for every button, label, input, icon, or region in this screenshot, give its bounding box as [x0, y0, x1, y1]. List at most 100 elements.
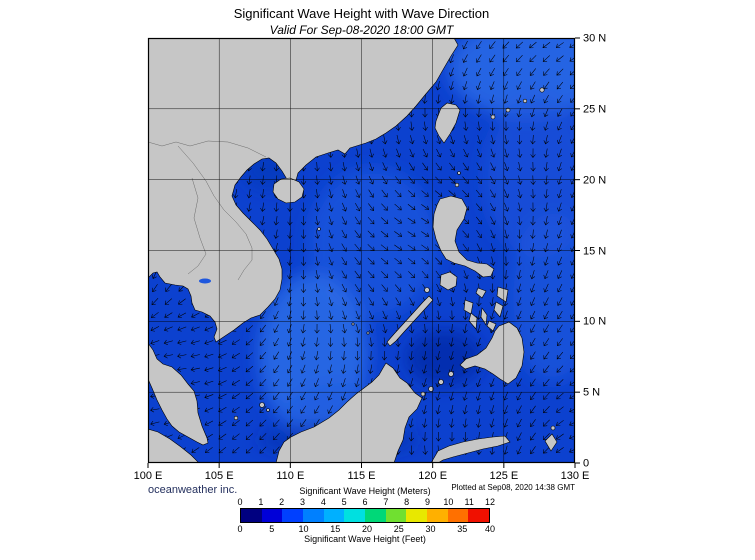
- wave-arrow: [328, 310, 334, 320]
- wave-arrow: [557, 189, 563, 199]
- meters-tick-label: 3: [299, 497, 306, 507]
- legend-meters-title: Significant Wave Height (Meters): [299, 486, 431, 496]
- wave-arrow: [382, 148, 388, 158]
- wave-arrow: [394, 257, 402, 265]
- wave-arrow: [286, 337, 292, 347]
- wave-arrow: [476, 162, 483, 171]
- wave-arrow: [530, 148, 536, 158]
- wave-arrow: [422, 431, 428, 442]
- wave-arrow: [217, 353, 227, 359]
- wave-arrow: [342, 189, 347, 199]
- wave-arrow: [259, 351, 267, 360]
- wave-arrow: [542, 55, 551, 62]
- wave-arrow: [569, 420, 575, 427]
- wave-arrow: [165, 284, 172, 292]
- lake-tonle-sap: [199, 278, 211, 284]
- wave-arrow: [556, 365, 564, 373]
- wave-arrow: [273, 446, 280, 454]
- wave-arrow: [314, 283, 320, 293]
- wave-arrow: [421, 257, 429, 265]
- wave-arrow: [516, 94, 522, 104]
- wave-arrow: [341, 216, 348, 225]
- wave-arrow: [422, 94, 428, 104]
- wave-arrow: [150, 407, 160, 413]
- wave-arrow: [422, 378, 428, 388]
- land-masbate: [475, 287, 487, 299]
- wave-arrow: [341, 162, 347, 172]
- legend-feet-title: Significant Wave Height (Feet): [304, 534, 426, 544]
- wave-arrow: [314, 364, 320, 374]
- wave-arrow: [543, 189, 549, 199]
- wave-arrow: [313, 405, 320, 414]
- wave-arrow: [504, 162, 509, 172]
- land-samar: [496, 286, 509, 303]
- wave-arrow: [543, 175, 549, 185]
- wave-arrow: [476, 391, 482, 401]
- feet-tick-label: 5: [269, 524, 275, 534]
- wave-arrow: [462, 94, 468, 104]
- wave-arrow: [557, 162, 563, 172]
- meters-tick-label: 2: [279, 497, 285, 507]
- land-hainan: [272, 177, 305, 204]
- wave-arrow: [150, 420, 160, 426]
- wave-arrow: [516, 391, 522, 401]
- wave-arrow: [314, 310, 320, 320]
- wave-arrow: [462, 54, 468, 63]
- meters-tick-label: 0: [237, 497, 243, 507]
- wave-arrow: [422, 351, 428, 361]
- wave-arrow: [569, 447, 575, 454]
- wave-arrow: [178, 298, 186, 305]
- wave-arrow: [394, 217, 402, 224]
- wave-arrow: [232, 420, 240, 427]
- wave-arrow: [422, 445, 428, 455]
- lat-label: 25 N: [583, 103, 607, 116]
- wave-arrow: [476, 230, 483, 239]
- wave-arrow: [300, 378, 306, 387]
- feet-tick-label: 40: [484, 524, 496, 534]
- lat-label: 10 N: [583, 315, 607, 328]
- wave-arrow: [516, 81, 522, 90]
- wave-arrow: [449, 405, 455, 415]
- wave-arrow: [381, 271, 389, 278]
- wave-arrow: [422, 418, 428, 428]
- wave-arrow: [367, 230, 375, 238]
- wave-arrow: [449, 94, 455, 104]
- wave-arrow: [476, 176, 483, 184]
- wave-arrow: [341, 256, 348, 266]
- wave-arrow: [354, 378, 360, 388]
- colorbar-segment: [282, 509, 304, 522]
- wave-arrow: [245, 433, 254, 440]
- wave-arrow: [462, 391, 468, 401]
- wave-arrow: [543, 419, 550, 427]
- wave-arrow: [327, 405, 333, 414]
- wave-arrow: [300, 391, 306, 401]
- wave-arrow: [314, 323, 320, 334]
- colorbar-segment: [241, 509, 262, 522]
- wave-arrow: [543, 270, 549, 280]
- wave-arrow: [368, 189, 375, 198]
- colorbar-segment: [447, 509, 469, 522]
- wave-arrow: [516, 310, 522, 320]
- wave-arrow: [516, 108, 522, 118]
- wave-arrow: [204, 353, 214, 359]
- wave-arrow: [408, 445, 415, 455]
- wave-arrow: [436, 283, 442, 293]
- wave-arrow: [449, 310, 455, 320]
- wave-arrow: [395, 162, 402, 171]
- colorbar-segment: [365, 509, 386, 522]
- wave-arrow: [529, 324, 536, 333]
- lon-label: 130 E: [560, 470, 590, 482]
- wave-arrow: [245, 325, 253, 332]
- land-sulawesi: [430, 435, 511, 463]
- lat-label: 15 N: [583, 245, 607, 258]
- wave-arrow: [409, 148, 415, 158]
- wave-arrow: [435, 418, 441, 428]
- wave-arrow: [232, 446, 240, 454]
- wave-arrow: [543, 283, 549, 293]
- wave-arrow: [462, 324, 468, 334]
- lon-label: 125 E: [489, 470, 519, 482]
- wave-arrow: [529, 310, 536, 320]
- lat-label: 5 N: [583, 386, 601, 399]
- wave-arrow: [300, 269, 307, 280]
- wave-arrow: [313, 391, 320, 401]
